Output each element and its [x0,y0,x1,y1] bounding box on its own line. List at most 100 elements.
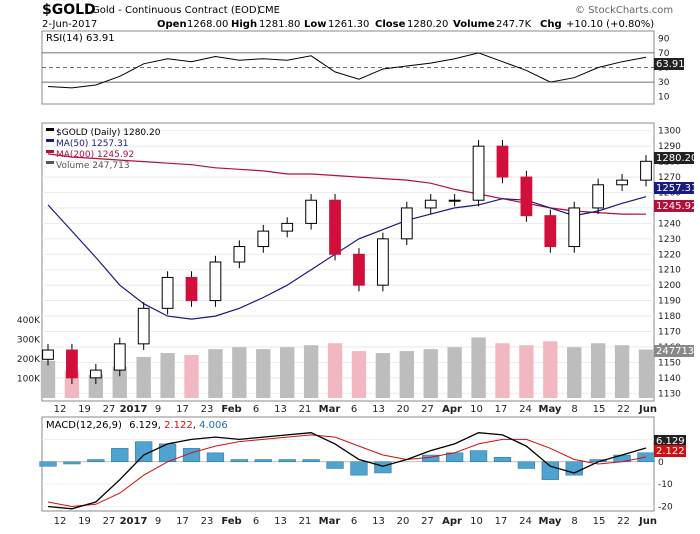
candle-body [113,343,126,371]
date-tick-24: 24 [519,404,532,415]
volume-bar [567,347,582,398]
date-tick-22: 22 [617,516,630,527]
rsi-line [47,52,647,89]
ma200-tag-bg [654,200,694,212]
volume-bar [327,343,343,398]
rsi-tick-30: 30 [658,78,670,88]
date-tick-23: 23 [201,404,214,415]
volume-bar [423,349,438,398]
volume-bar [208,349,223,398]
macd-tag: 6.129 [656,436,685,447]
candle-body [329,199,341,255]
volume-bar [160,353,175,398]
signal-tag: 2.122 [656,446,685,457]
volume-axis: 100K 200K 300K 400K [17,316,41,385]
date-tick-9: 9 [155,516,161,527]
close-tag-bg [654,152,694,164]
volume-tick-1: 100K [17,374,41,384]
volume-bar [447,347,462,398]
macd-tick-0: 0 [658,458,664,468]
price-tick-1270: 1270 [658,173,681,183]
price-axis: 1130114011501160117011801190120012101220… [658,127,681,400]
legend-entry: MA(200) 1245.92 [56,150,134,160]
macd-line [47,432,647,510]
high-value: 1281.80 [259,19,300,30]
candle-body [161,276,174,309]
date-tick-6: 6 [351,404,357,415]
date-tick-13: 13 [372,404,385,415]
chg-label: Chg [540,19,562,30]
candle-body [496,145,509,178]
symbol-label: $GOLD [42,2,96,18]
rsi-value-tag-bg [654,58,684,70]
ma200-tag: 1245.92 [656,201,697,212]
candle-body [448,199,461,202]
candle-body [376,238,389,286]
candle-body [400,207,413,240]
ma50-tag-bg [654,182,694,194]
candle-body [568,207,581,248]
volume-label: Volume [453,19,495,30]
date-tick-Feb: Feb [221,516,241,527]
date-tick-17: 17 [176,404,189,415]
macd-hist-bar [326,461,344,469]
legend-swatch [46,161,54,164]
price-tick-1300: 1300 [658,127,681,137]
legend-entry: Volume 247,713 [56,161,130,171]
volume-bar [519,345,534,398]
price-panel-frame [41,122,655,402]
candle-body [257,230,270,248]
date-tick-2017: 2017 [120,516,148,527]
macd-hist-bar [230,459,248,463]
volume-bar [399,351,414,398]
macd-hist-bar [111,448,129,463]
macd-hist-bar [469,450,488,463]
macd-hist-bar [541,461,559,480]
rsi-tick-70: 70 [658,49,670,59]
legend-swatch [46,128,54,131]
volume-bar [471,337,486,398]
volume-bar [112,366,127,398]
price-tick-1140: 1140 [658,374,681,384]
date-tick-13: 13 [274,516,287,527]
macd-hist-bar [63,461,81,465]
macd-signal-line [47,434,647,508]
candle-body [592,184,605,209]
macd-panel: -20-10010 MACD(12,26,9) 6.129, 2.122, 4.… [39,416,686,513]
date-tick-27: 27 [103,516,116,527]
date-tick-Mar: Mar [319,516,341,527]
date-label: 2-Jun-2017 [42,19,97,30]
macd-label: MACD(12,26,9) 6.129, 2.122, 4.006 [46,420,228,431]
volume-tick-2: 200K [17,355,41,365]
rsi-tick-90: 90 [658,34,670,44]
volume-bar [638,349,654,398]
candle-body [137,307,150,345]
macd-label-prefix: MACD(12,26,9) [46,420,122,431]
date-tick-May: May [539,516,562,527]
chg-value: +10.10 (+0.80%) [566,19,654,30]
date-tick-21: 21 [299,516,312,527]
low-label: Low [304,19,326,30]
price-tick-1290: 1290 [658,142,681,152]
macd-hist-bar [39,461,57,467]
price-tick-1210: 1210 [658,266,681,276]
candle-body [640,160,652,181]
chart-header: $GOLD Gold - Continuous Contract (EOD) C… [42,2,673,30]
date-tick-13: 13 [274,404,287,415]
date-tick-Apr: Apr [442,404,462,415]
date-tick-17: 17 [495,516,508,527]
close-label: Close [375,19,406,30]
date-tick-17: 17 [176,516,189,527]
date-tick-10: 10 [470,404,483,415]
exchange-label: CME [258,5,280,16]
volume-value: 247.7K [496,19,532,30]
date-tick-9: 9 [155,404,161,415]
macd-hist-bar [278,459,296,463]
volume-bar [303,345,319,398]
high-label: High [231,19,257,30]
candle-body [305,199,318,224]
close-value: 1280.20 [407,19,448,30]
volume-bar [40,360,56,398]
macd-label-signal: 2.122 [164,420,193,431]
